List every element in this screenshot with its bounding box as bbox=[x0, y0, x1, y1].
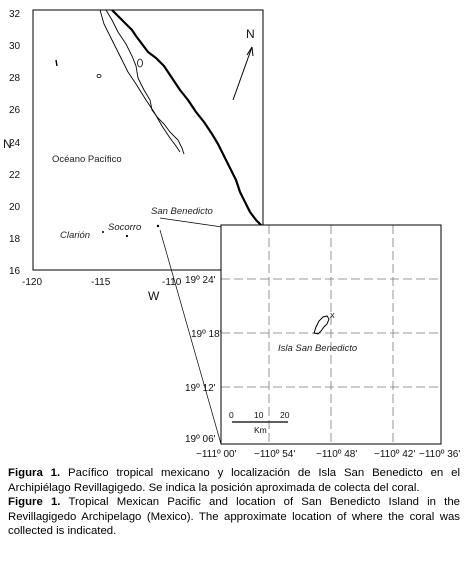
inset-connector-bottom bbox=[159, 229, 222, 445]
guadalupe-island bbox=[96, 74, 102, 79]
inset-lon-tick: −110º 54' bbox=[254, 449, 295, 460]
gulf-island bbox=[137, 58, 143, 68]
lat-tick: 18 bbox=[9, 234, 21, 245]
caption-es-label: Figura 1. bbox=[8, 467, 61, 479]
inset-lon-tick: −110º 42' bbox=[374, 449, 415, 460]
inset-lat-tick: 19º 24' bbox=[185, 275, 216, 286]
lon-tick: -110 bbox=[162, 277, 182, 288]
main-map-frame bbox=[32, 9, 264, 271]
main-map: N Océano Pacífico San Benedicto Socorro … bbox=[3, 9, 264, 303]
north-arrow-label: N bbox=[246, 27, 255, 41]
inset-lat-ticks: 19º 24' 19º 18' 19º 12' 19º 06' bbox=[185, 275, 222, 445]
inset-lat-tick: 19º 12' bbox=[185, 383, 216, 394]
caption-english: Figure 1. Tropical Mexican Pacific and l… bbox=[8, 495, 460, 539]
inset-lon-tick: −111º 00' bbox=[196, 449, 237, 460]
longitude-letter: W bbox=[148, 289, 160, 303]
san-benedicto-label: San Benedicto bbox=[151, 206, 213, 217]
lat-tick: 32 bbox=[9, 9, 21, 20]
caption-en-label: Figure 1. bbox=[8, 496, 61, 509]
lat-tick: 26 bbox=[9, 105, 21, 116]
lon-tick: -115 bbox=[91, 277, 111, 288]
scale-label: 20 bbox=[280, 410, 290, 420]
mainland-coast bbox=[111, 9, 263, 227]
socorro-label: Socorro bbox=[108, 222, 141, 233]
scale-unit: Km bbox=[254, 425, 267, 435]
san-benedicto-dot bbox=[156, 224, 160, 228]
north-arrow: N bbox=[232, 27, 255, 101]
caption-en-text: Tropical Mexican Pacific and location of… bbox=[8, 496, 460, 538]
inset-map-frame bbox=[220, 224, 442, 445]
inset-lat-tick: 19º 06' bbox=[185, 434, 216, 445]
scale-bar: 0 10 20 Km bbox=[229, 410, 290, 435]
north-arrow-line bbox=[232, 46, 253, 101]
figure-caption: Figura 1. Pacífico tropical mexicano y l… bbox=[8, 466, 460, 539]
inset-lon-ticks: −111º 00' −110º 54' −110º 48' −110º 42' … bbox=[196, 449, 460, 460]
location-figure: N Océano Pacífico San Benedicto Socorro … bbox=[3, 9, 460, 460]
main-lon-ticks: -120 -115 -110 bbox=[22, 277, 182, 288]
lat-tick: 16 bbox=[9, 266, 21, 277]
north-arrow-head bbox=[246, 46, 254, 57]
inset-lon-tick: −110º 36' bbox=[419, 449, 460, 460]
lat-tick: 20 bbox=[9, 202, 21, 213]
island-label: Isla San Benedicto bbox=[278, 343, 357, 354]
caption-es-text: Pacífico tropical mexicano y localizació… bbox=[8, 467, 460, 494]
lat-tick: 24 bbox=[9, 138, 21, 149]
lat-tick: 28 bbox=[9, 73, 21, 84]
scale-label: 10 bbox=[254, 410, 264, 420]
collection-site-marker: x bbox=[330, 310, 335, 321]
inset-lat-tick: 19º 18' bbox=[191, 329, 222, 340]
lat-tick: 30 bbox=[9, 41, 21, 52]
inset-map: x Isla San Benedicto 0 10 20 Km 19º 24' … bbox=[185, 224, 460, 460]
scale-label: 0 bbox=[229, 410, 234, 420]
cedros-island bbox=[55, 59, 58, 67]
latitude-letter: N bbox=[3, 137, 12, 151]
inset-grid bbox=[221, 225, 441, 444]
clarion-label: Clarión bbox=[60, 230, 90, 241]
baja-california-coast-outer bbox=[99, 9, 181, 153]
socorro-dot bbox=[125, 234, 129, 238]
baja-california-coast-inner bbox=[105, 9, 185, 155]
caption-spanish: Figura 1. Pacífico tropical mexicano y l… bbox=[8, 466, 460, 495]
inset-lon-tick: −110º 48' bbox=[316, 449, 357, 460]
ocean-label: Océano Pacífico bbox=[52, 154, 122, 165]
lat-tick: 22 bbox=[9, 170, 21, 181]
san-benedicto-island bbox=[313, 315, 330, 335]
main-lat-ticks: 32 30 28 26 24 22 20 18 16 bbox=[9, 9, 21, 277]
clarion-dot bbox=[102, 231, 104, 233]
lon-tick: -120 bbox=[22, 277, 42, 288]
inset-connector-top bbox=[159, 217, 223, 228]
